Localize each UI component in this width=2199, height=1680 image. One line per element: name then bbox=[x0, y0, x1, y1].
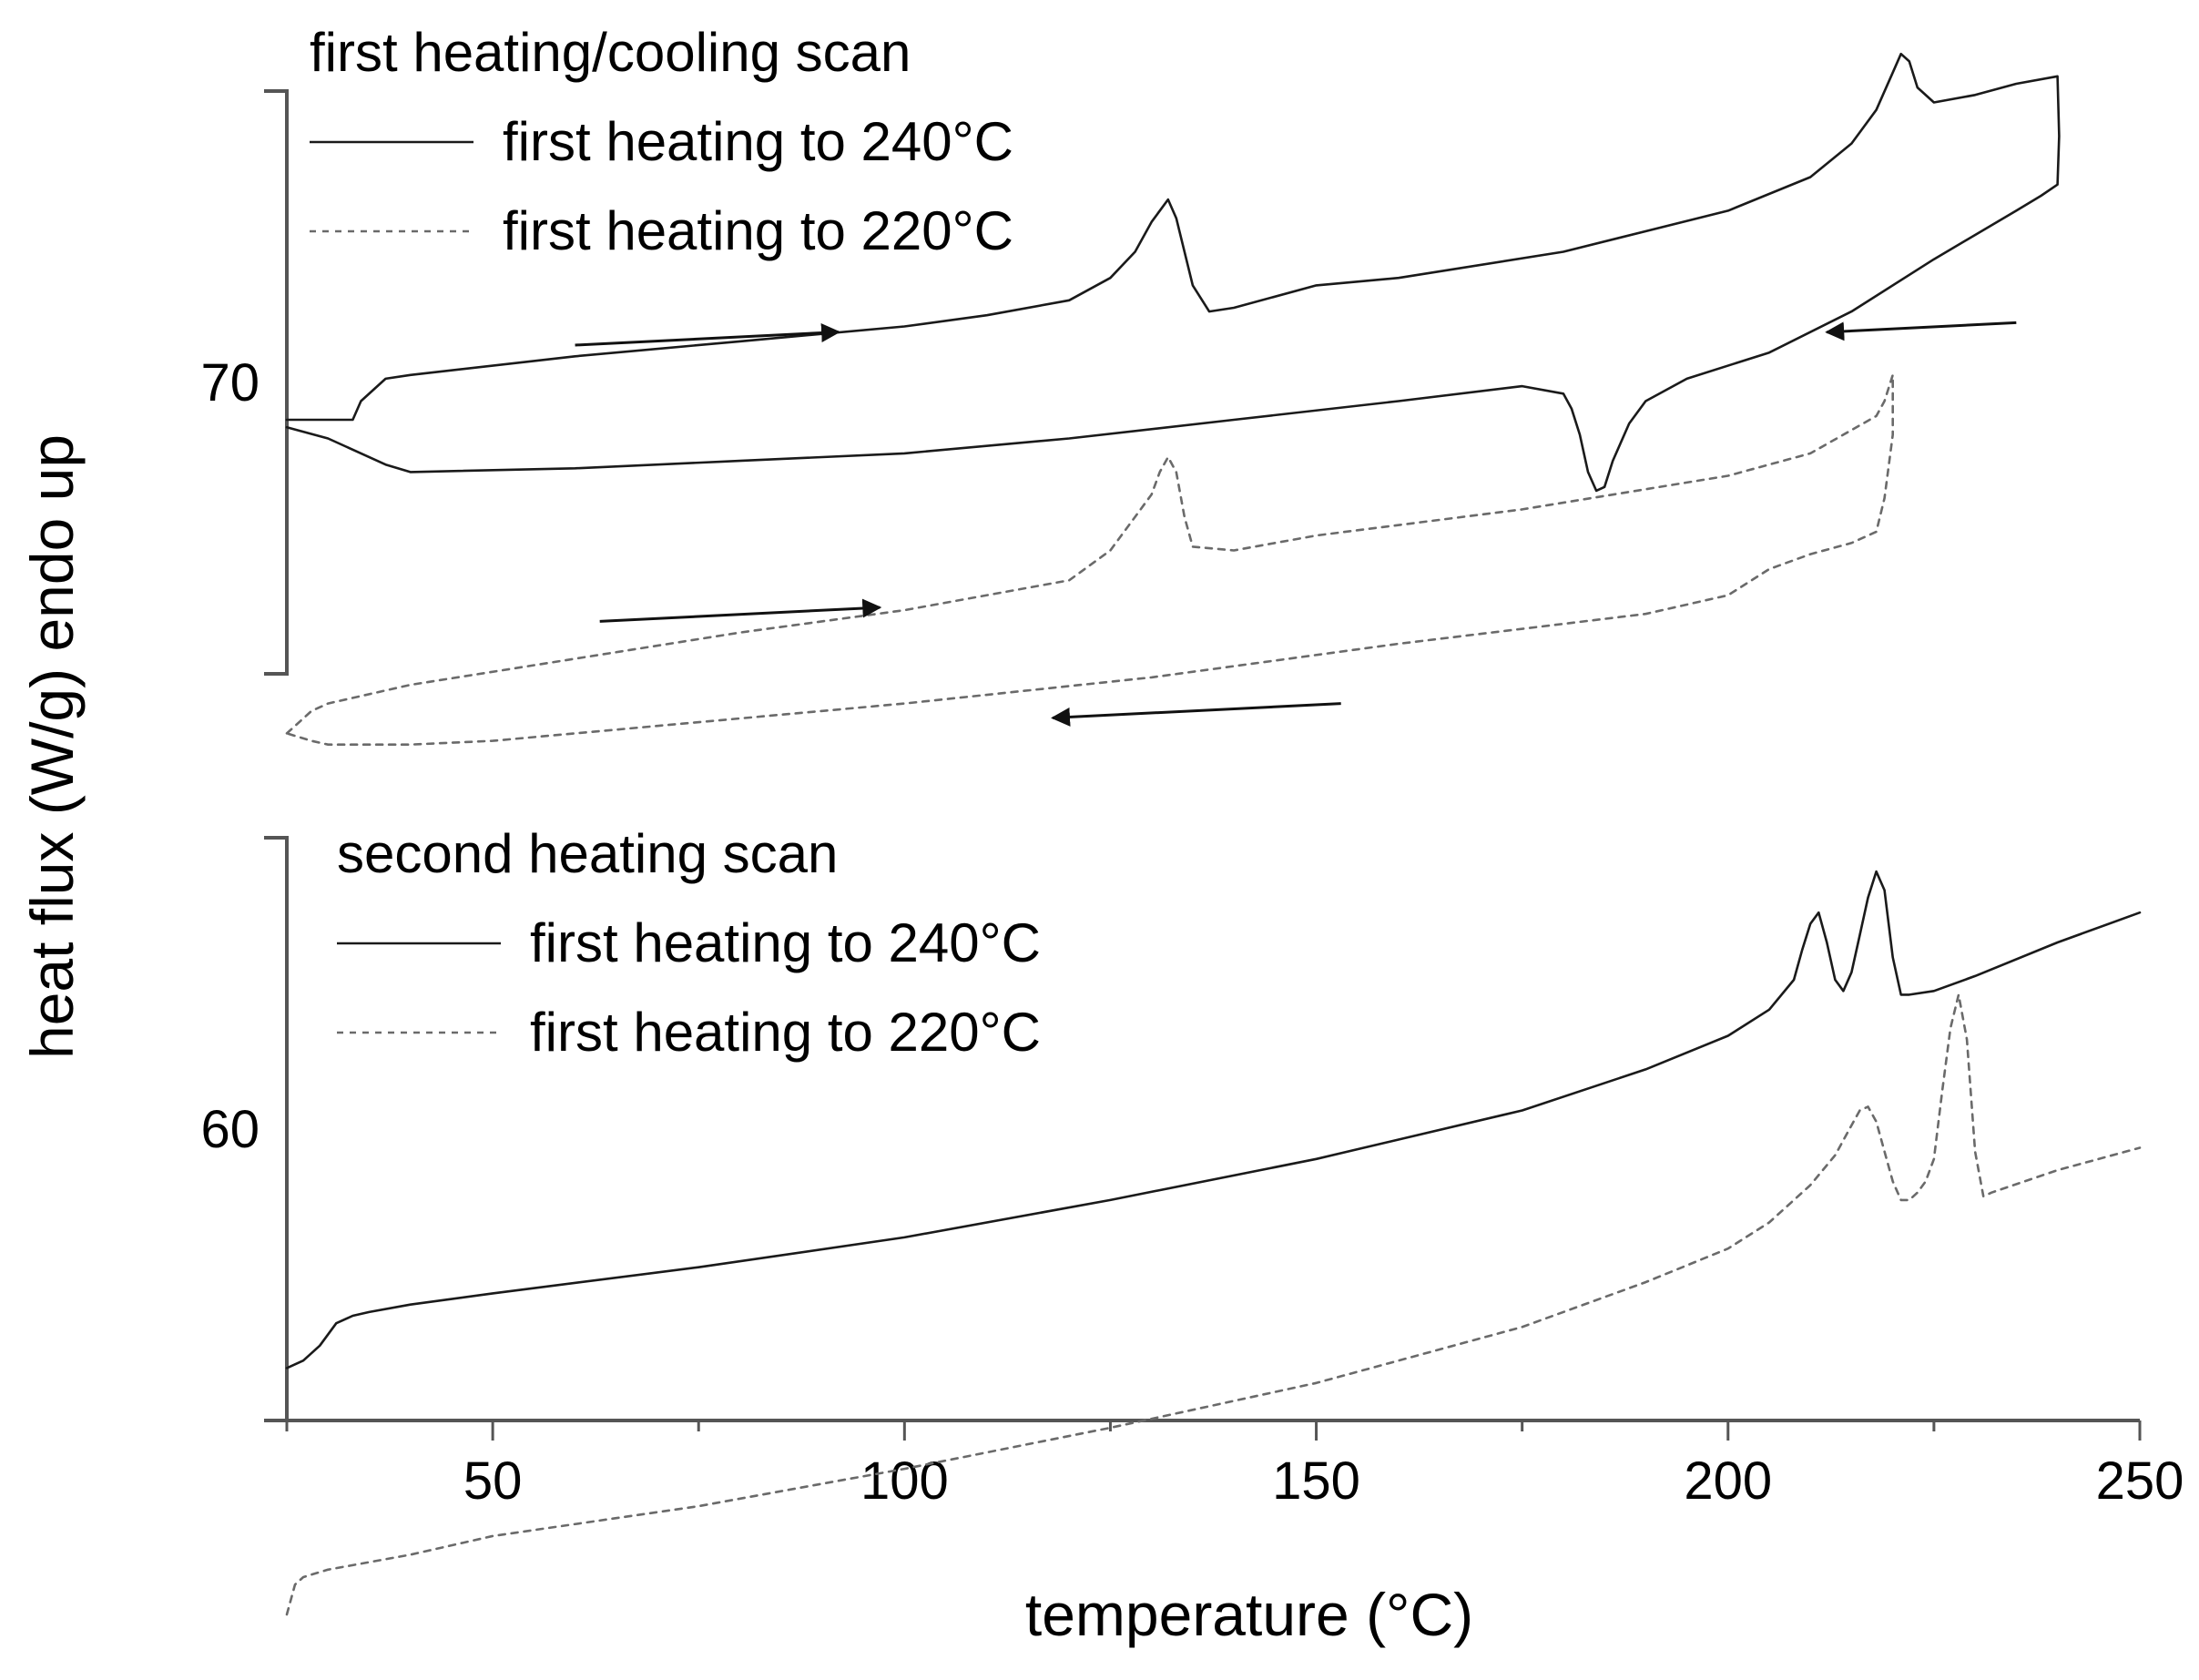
legend-layer: first heating/cooling scan first heating … bbox=[310, 22, 1041, 1063]
direction-arrow bbox=[1051, 702, 1341, 727]
x-tick-label: 250 bbox=[2096, 1451, 2184, 1511]
y-axis-lower bbox=[264, 836, 289, 1420]
y-axis-upper bbox=[264, 89, 289, 676]
direction-arrow bbox=[599, 598, 882, 623]
x-tick-label: 150 bbox=[1272, 1451, 1360, 1511]
legend-entry-label: first heating to 240°C bbox=[503, 111, 1013, 172]
legend-entry-label: first heating to 240°C bbox=[530, 912, 1041, 973]
direction-arrow bbox=[1825, 321, 2017, 341]
first-scan-solid-curve bbox=[285, 52, 2061, 493]
x-tick-label: 50 bbox=[463, 1451, 523, 1511]
x-tick-label: 100 bbox=[860, 1451, 949, 1511]
axes-layer: 50 100 150 200 250 60 70 bbox=[200, 89, 2184, 1511]
y-tick-label: 70 bbox=[200, 353, 260, 412]
y-axis-title: heat flux (W/g) endo up bbox=[18, 434, 86, 1059]
x-axis-title: temperature (°C) bbox=[1025, 1581, 1473, 1648]
direction-arrow bbox=[575, 323, 841, 347]
second-scan-solid-curve bbox=[285, 870, 2142, 1369]
second-scan-dashed-curve bbox=[285, 993, 2142, 1616]
x-tick-label: 200 bbox=[1684, 1451, 1772, 1511]
curves-layer bbox=[285, 52, 2142, 1616]
legend-entry-label: first heating to 220°C bbox=[530, 1002, 1041, 1063]
legend-entry-label: first heating to 220°C bbox=[503, 200, 1013, 261]
legend-title: second heating scan bbox=[337, 823, 838, 884]
legend-title: first heating/cooling scan bbox=[310, 22, 911, 83]
y-tick-label: 60 bbox=[200, 1100, 260, 1159]
direction-arrows bbox=[575, 321, 2017, 727]
first-scan-dashed-curve bbox=[285, 373, 1894, 747]
